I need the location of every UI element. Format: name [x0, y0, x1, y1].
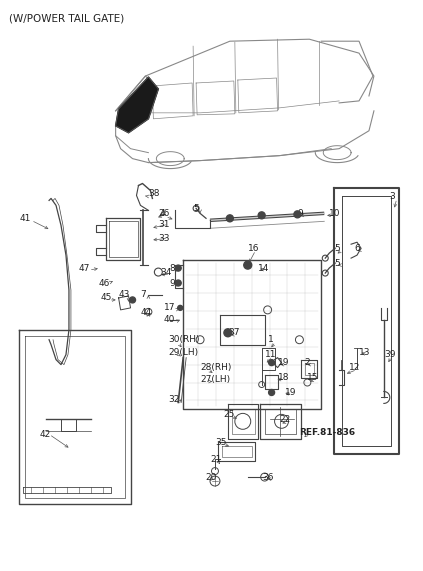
Text: 5: 5 [334, 244, 340, 253]
Text: 35: 35 [215, 438, 226, 447]
Text: 33: 33 [158, 234, 170, 243]
Text: 32: 32 [168, 395, 180, 404]
Text: 9: 9 [297, 209, 303, 218]
Circle shape [226, 215, 233, 222]
Text: 12: 12 [349, 363, 360, 372]
Circle shape [129, 297, 135, 303]
Circle shape [178, 305, 183, 311]
Text: 41: 41 [19, 214, 30, 223]
Text: 20: 20 [205, 473, 217, 481]
Circle shape [294, 211, 301, 218]
Text: (W/POWER TAIL GATE): (W/POWER TAIL GATE) [9, 13, 125, 23]
Text: 19: 19 [277, 358, 289, 367]
Text: 14: 14 [258, 264, 269, 272]
Text: 9: 9 [170, 279, 175, 288]
Text: 34: 34 [160, 268, 172, 276]
Text: 25: 25 [223, 410, 234, 419]
Text: 47: 47 [79, 264, 90, 272]
Circle shape [244, 261, 252, 269]
Polygon shape [115, 77, 158, 132]
Text: 27(LH): 27(LH) [200, 375, 230, 384]
Text: 44: 44 [140, 308, 152, 317]
Text: 19: 19 [285, 388, 296, 397]
Text: 26: 26 [158, 209, 170, 218]
Text: 43: 43 [118, 291, 130, 299]
Text: 29(LH): 29(LH) [168, 348, 198, 357]
Text: 15: 15 [308, 373, 319, 382]
Circle shape [269, 389, 275, 396]
Text: 5: 5 [193, 204, 199, 213]
Circle shape [258, 212, 265, 219]
Text: 8: 8 [170, 264, 175, 272]
Text: 11: 11 [265, 350, 276, 359]
Circle shape [175, 280, 181, 286]
Text: 3: 3 [389, 192, 395, 201]
Circle shape [269, 360, 275, 365]
Text: 36: 36 [263, 473, 274, 481]
Text: 2: 2 [305, 358, 310, 367]
Text: 1: 1 [268, 335, 273, 344]
Text: 10: 10 [329, 209, 341, 218]
Text: REF.81-836: REF.81-836 [299, 428, 356, 437]
Text: 45: 45 [101, 293, 112, 303]
Text: 6: 6 [354, 244, 360, 253]
Circle shape [224, 329, 232, 337]
Circle shape [175, 265, 181, 271]
Text: 30(RH): 30(RH) [168, 335, 200, 344]
Text: 39: 39 [384, 350, 396, 359]
Text: 13: 13 [359, 348, 371, 357]
Text: 28(RH): 28(RH) [200, 363, 231, 372]
Text: 4: 4 [159, 209, 165, 218]
Text: 46: 46 [99, 279, 110, 288]
Text: 7: 7 [140, 291, 146, 299]
Text: 17: 17 [164, 303, 175, 312]
Text: 22: 22 [280, 415, 291, 424]
Text: 31: 31 [158, 220, 170, 229]
Text: 18: 18 [277, 373, 289, 382]
Text: 38: 38 [148, 189, 160, 198]
Text: 37: 37 [228, 328, 239, 337]
Text: 16: 16 [248, 244, 259, 253]
Text: 5: 5 [334, 259, 340, 268]
Text: 21: 21 [210, 455, 221, 464]
Text: 42: 42 [39, 430, 50, 439]
Text: 40: 40 [164, 315, 175, 324]
